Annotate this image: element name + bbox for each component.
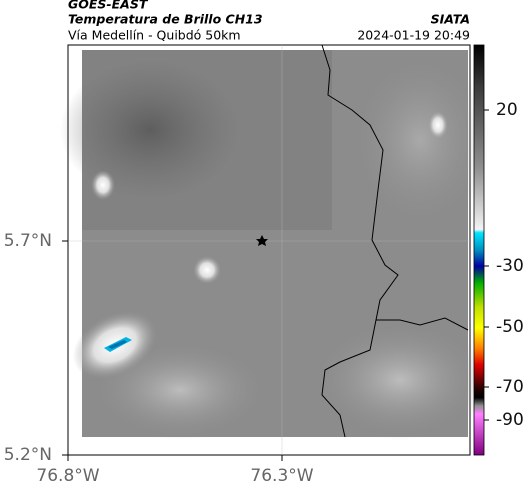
colorbar-label: -30 [496,256,524,276]
colorbar-label: -90 [496,410,524,430]
lon-label: 76.8°W [36,466,99,486]
colorbar-label: 20 [496,100,518,120]
title: GOES-EAST [68,0,149,12]
route: Vía Medellín - Quibdó 50km [68,28,241,43]
satellite-image [60,44,490,455]
lat-label: 5.7°N [4,231,52,251]
lat-label: 5.2°N [4,445,52,465]
subtitle: Temperatura de Brillo CH13 [68,12,263,27]
colorbar-label: -50 [496,317,524,337]
lon-label: 76.3°W [250,466,313,486]
colorbar-label: -70 [496,377,524,397]
source: SIATA [431,12,470,27]
timestamp: 2024-01-19 20:49 [357,28,470,43]
ticks: 5.7°N 5.2°N76.8°W 76.3°W 20 -30 -50 -70 -90 [4,100,524,486]
colorbar [473,44,485,456]
